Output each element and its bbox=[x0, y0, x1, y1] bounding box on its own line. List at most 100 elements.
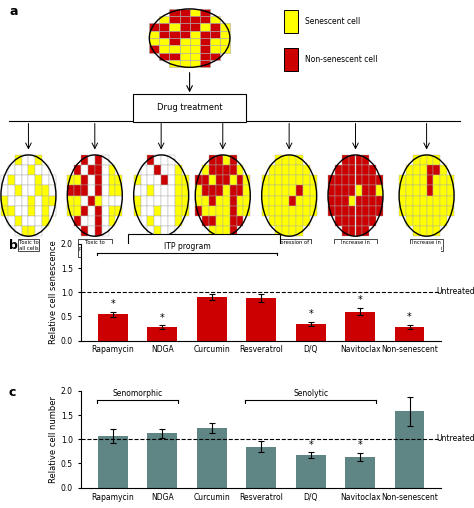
Bar bbox=[159, 23, 169, 31]
Bar bbox=[328, 206, 335, 216]
Bar bbox=[42, 196, 49, 206]
Bar bbox=[296, 216, 303, 226]
Bar bbox=[243, 196, 250, 206]
Bar bbox=[433, 196, 440, 206]
Bar bbox=[356, 226, 362, 236]
Bar bbox=[134, 175, 141, 185]
Bar bbox=[1, 185, 8, 196]
Bar bbox=[399, 206, 406, 216]
Bar bbox=[169, 53, 180, 60]
Text: Toxic to
proliferating
cells: Toxic to proliferating cells bbox=[79, 240, 111, 257]
Bar bbox=[406, 165, 413, 175]
Bar bbox=[200, 45, 210, 53]
Text: Increase in
cell senescence: Increase in cell senescence bbox=[335, 240, 376, 251]
Bar bbox=[395, 411, 424, 488]
Bar bbox=[262, 175, 268, 185]
Bar bbox=[369, 196, 376, 206]
Bar bbox=[433, 155, 440, 165]
Bar bbox=[67, 206, 74, 216]
Bar bbox=[168, 206, 175, 216]
Bar bbox=[223, 226, 229, 236]
Bar bbox=[190, 16, 200, 23]
Bar bbox=[362, 196, 369, 206]
Bar bbox=[447, 206, 454, 216]
Bar bbox=[356, 185, 362, 196]
Bar bbox=[399, 196, 406, 206]
Bar bbox=[98, 436, 128, 488]
Bar bbox=[74, 175, 81, 185]
Bar bbox=[22, 175, 28, 185]
Bar bbox=[147, 155, 155, 165]
Bar bbox=[15, 165, 22, 175]
Bar bbox=[223, 185, 229, 196]
Bar bbox=[406, 175, 413, 185]
Text: Senescent cell: Senescent cell bbox=[305, 17, 360, 26]
Bar bbox=[303, 175, 310, 185]
Bar bbox=[169, 31, 180, 38]
Bar bbox=[134, 196, 141, 206]
Bar bbox=[229, 175, 237, 185]
Bar bbox=[369, 165, 376, 175]
Bar bbox=[433, 175, 440, 185]
Bar bbox=[262, 206, 268, 216]
Bar bbox=[210, 31, 220, 38]
Bar bbox=[348, 175, 356, 185]
Bar bbox=[109, 196, 116, 206]
Bar bbox=[342, 216, 348, 226]
Bar bbox=[141, 196, 147, 206]
Bar bbox=[175, 165, 182, 175]
Bar bbox=[159, 45, 169, 53]
Bar bbox=[22, 185, 28, 196]
Bar bbox=[303, 185, 310, 196]
Text: Senomorphic: Senomorphic bbox=[112, 389, 163, 398]
Bar bbox=[74, 216, 81, 226]
Bar bbox=[95, 175, 102, 185]
Bar bbox=[161, 196, 168, 206]
Bar bbox=[342, 175, 348, 185]
Bar bbox=[413, 185, 419, 196]
Bar bbox=[1, 175, 8, 185]
Bar bbox=[88, 196, 95, 206]
Bar bbox=[296, 324, 326, 340]
Bar bbox=[190, 53, 200, 60]
Bar bbox=[289, 165, 296, 175]
Bar bbox=[262, 185, 268, 196]
Bar bbox=[209, 226, 216, 236]
Bar bbox=[369, 206, 376, 216]
Bar bbox=[229, 155, 237, 165]
Bar bbox=[180, 31, 190, 38]
Bar bbox=[182, 206, 189, 216]
Bar bbox=[209, 165, 216, 175]
Bar bbox=[220, 38, 230, 45]
Bar bbox=[275, 165, 282, 175]
Bar bbox=[209, 206, 216, 216]
Bar bbox=[81, 155, 88, 165]
Bar bbox=[49, 196, 56, 206]
Bar bbox=[195, 196, 202, 206]
Bar bbox=[342, 155, 348, 165]
Bar bbox=[1, 206, 8, 216]
Bar bbox=[102, 185, 109, 196]
Bar bbox=[209, 216, 216, 226]
Bar bbox=[22, 155, 28, 165]
Text: *: * bbox=[110, 299, 115, 309]
Bar bbox=[406, 185, 413, 196]
Text: "Senotherapeutic": "Senotherapeutic" bbox=[165, 244, 242, 253]
Bar bbox=[296, 226, 303, 236]
Bar bbox=[395, 327, 424, 340]
Bar bbox=[197, 297, 227, 340]
FancyBboxPatch shape bbox=[128, 234, 280, 264]
Bar bbox=[275, 206, 282, 216]
Text: *: * bbox=[358, 295, 363, 305]
Bar bbox=[169, 9, 180, 16]
Bar bbox=[356, 206, 362, 216]
Bar bbox=[282, 206, 289, 216]
Bar bbox=[22, 165, 28, 175]
Bar bbox=[182, 185, 189, 196]
Bar bbox=[220, 45, 230, 53]
Bar bbox=[284, 48, 298, 71]
Bar bbox=[348, 185, 356, 196]
Bar bbox=[342, 206, 348, 216]
Bar bbox=[190, 31, 200, 38]
Bar bbox=[335, 216, 342, 226]
